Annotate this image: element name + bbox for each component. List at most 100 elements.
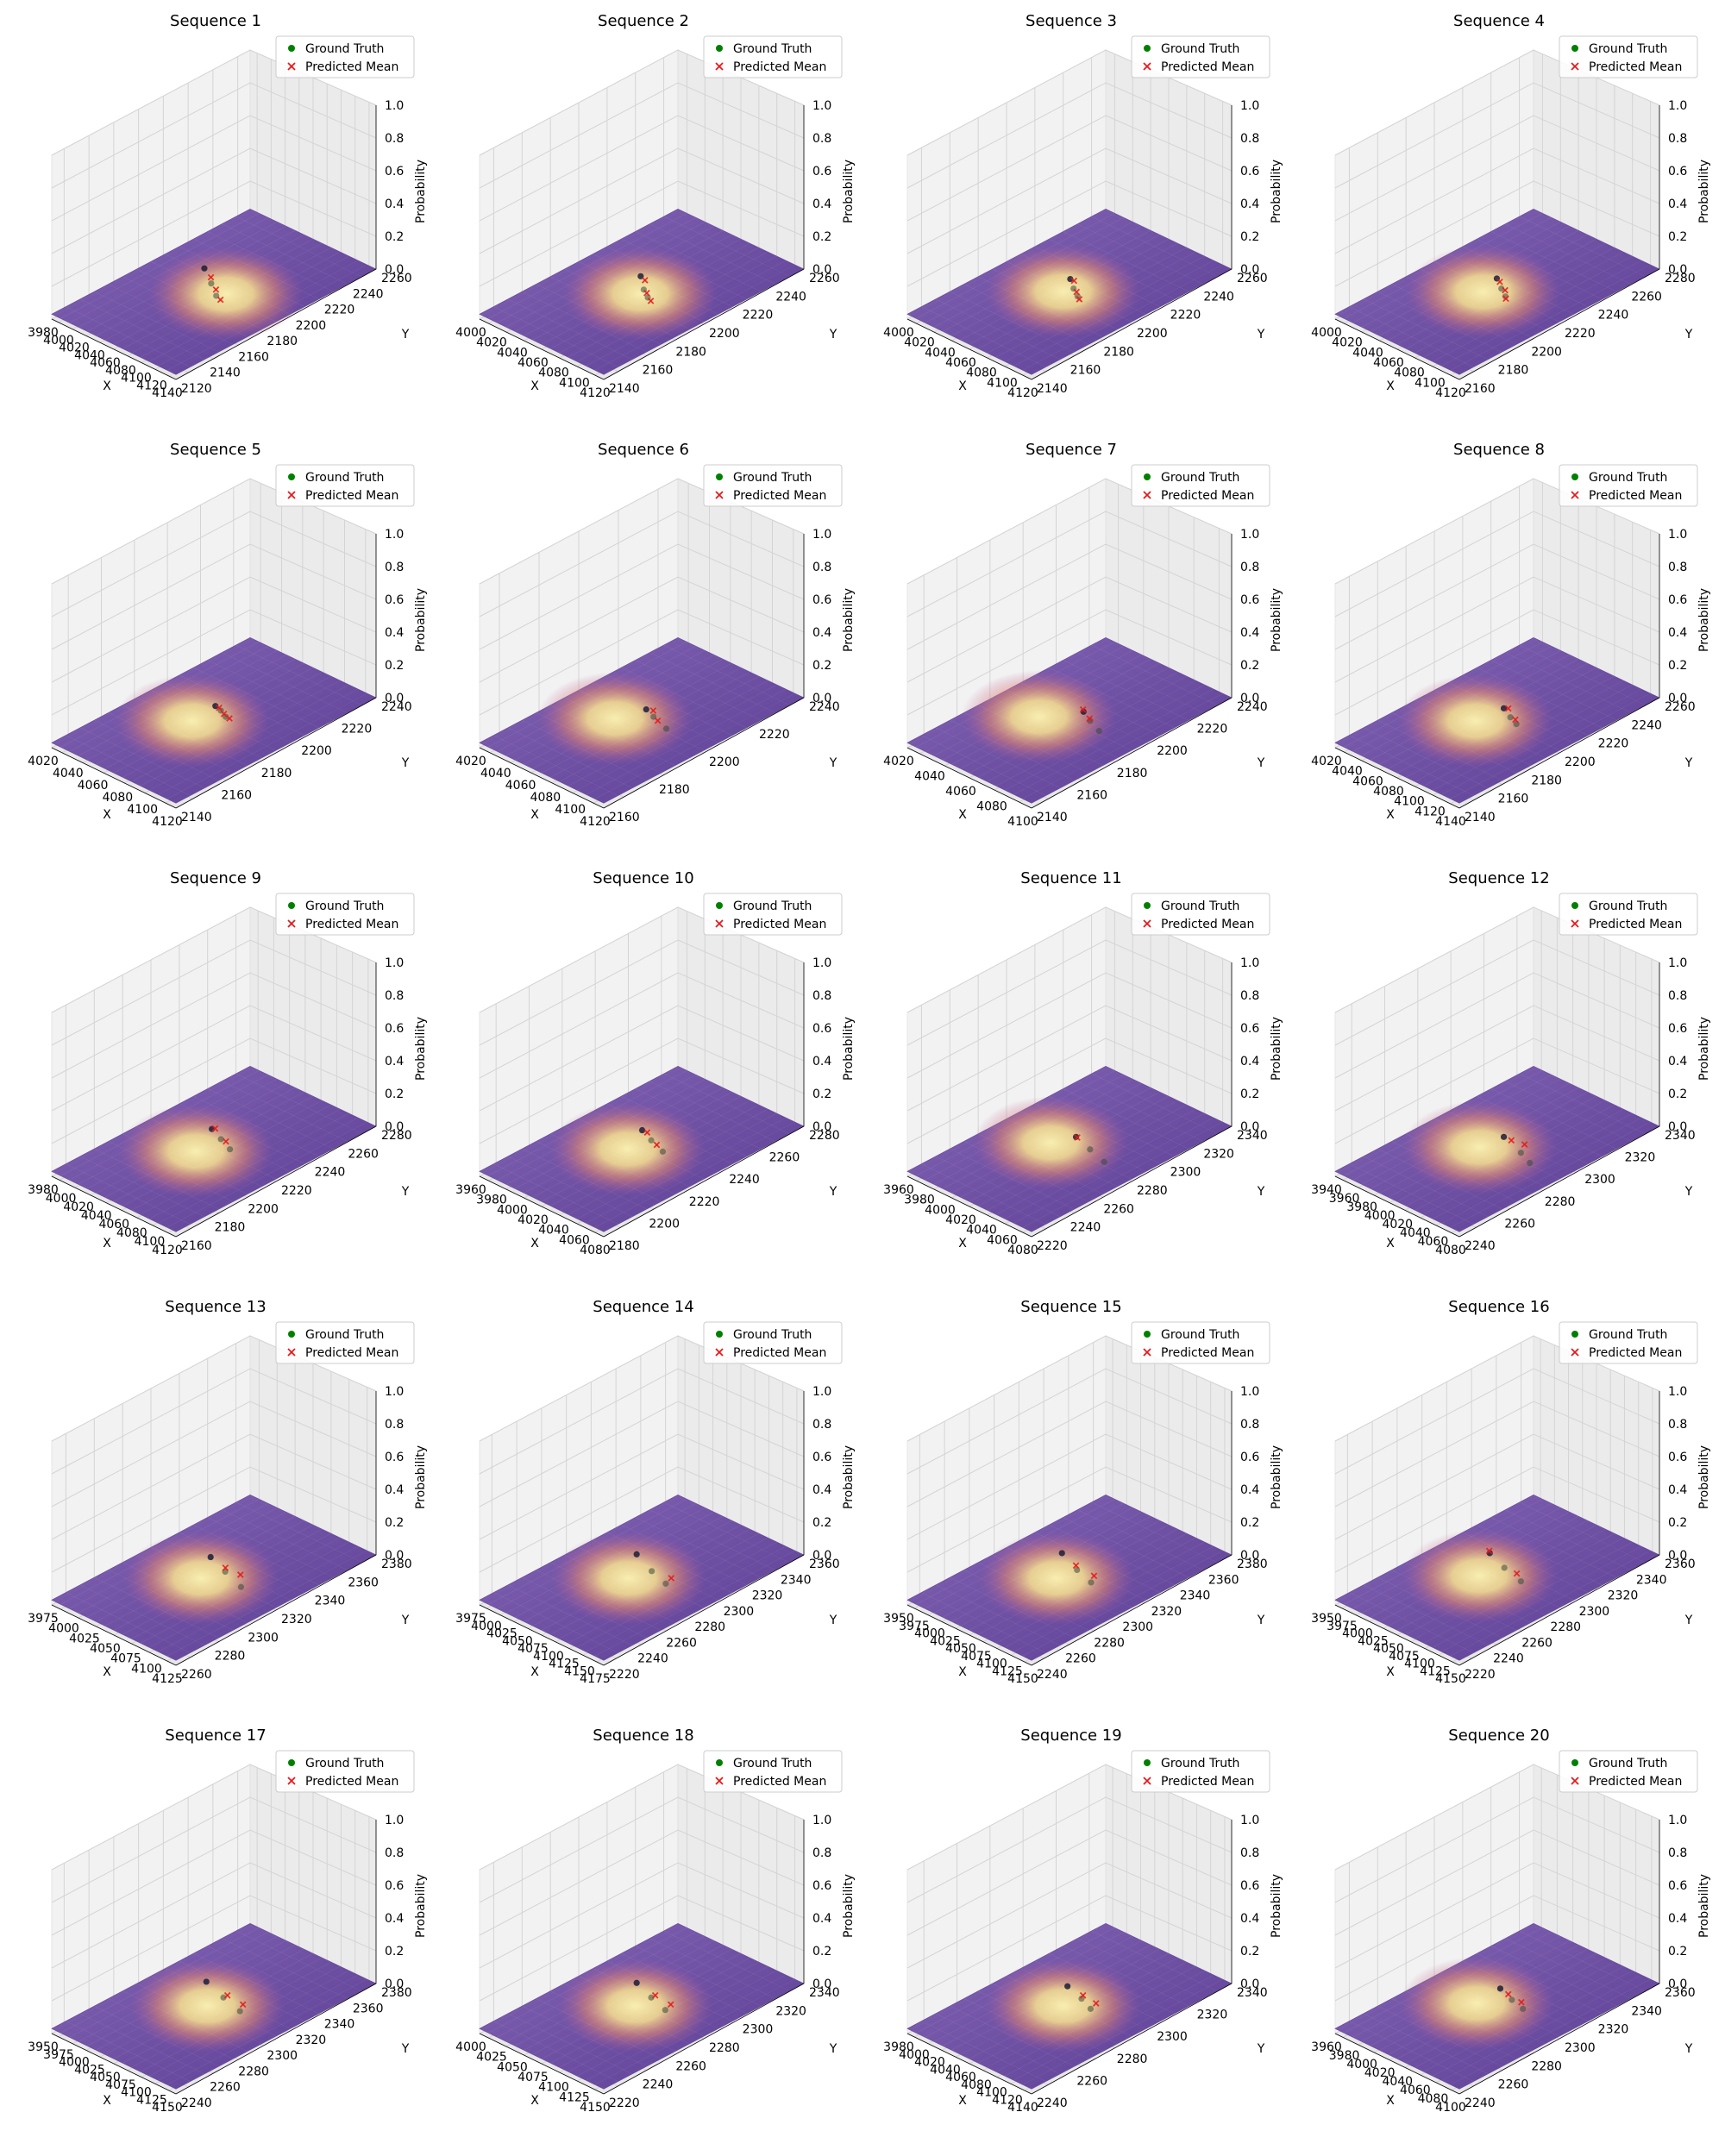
y-tick-label: 2320 (1203, 1147, 1234, 1161)
y-tick-label: 2220 (689, 1195, 720, 1209)
surface-peak (985, 1959, 1141, 2053)
y-tick-label: 2300 (248, 1631, 279, 1645)
x-tick-label: 4100 (1414, 376, 1446, 390)
y-tick-label: 2300 (1170, 1166, 1201, 1180)
subplot-20: 3960 3980 4000 4020 4040 4060 4080 4100 2240 2260… (1287, 1718, 1715, 2147)
z-tick-label: 0.4 (1668, 197, 1687, 211)
y-tick-label: 2280 (1550, 1620, 1581, 1634)
x-axis-label: X (958, 379, 967, 393)
subplot-title: Sequence 6 (598, 441, 689, 459)
legend: Ground Truth Predicted Mean (275, 893, 415, 936)
legend-predicted-mean-label: Predicted Mean (1161, 1775, 1254, 1789)
predicted-mean-point (1086, 715, 1094, 723)
x-tick-label: 4040 (74, 348, 105, 362)
y-axis-label: Y (1257, 1185, 1265, 1199)
y-tick-label: 2180 (1531, 774, 1562, 787)
z-tick-label: 0.2 (385, 230, 404, 244)
legend-predicted-mean-marker (1571, 62, 1579, 71)
subplot-title: Sequence 14 (593, 1298, 693, 1316)
y-tick-label: 2220 (342, 723, 373, 736)
subplot-title: Sequence 12 (1448, 869, 1549, 887)
x-tick-label: 4150 (1435, 1672, 1466, 1686)
z-axis-label: Probability (1270, 1874, 1283, 1938)
y-tick-label: 2260 (1631, 290, 1662, 304)
z-tick-label: 0.0 (1668, 1977, 1687, 1991)
y-axis-label: Y (1684, 756, 1693, 770)
x-tick-label: 4060 (559, 1233, 590, 1247)
y-axis-label: Y (401, 756, 410, 770)
x-tick-label: 4020 (476, 336, 507, 350)
y-tick-label: 2220 (324, 304, 355, 317)
subplot-6: 4020 4040 4060 4080 4100 4120 2160 2180 2200 2220… (431, 432, 859, 861)
y-axis-label: Y (401, 1185, 410, 1199)
z-tick-label: 1.0 (1668, 1814, 1687, 1827)
ground-truth-point (1064, 1983, 1071, 1990)
y-tick-label: 2360 (348, 1576, 379, 1589)
x-tick-label: 4000 (914, 1627, 945, 1641)
subplot-title: Sequence 5 (170, 441, 261, 459)
y-tick-label: 2180 (609, 1239, 640, 1253)
x-tick-label: 4100 (121, 372, 152, 385)
x-tick-label: 4100 (1404, 1658, 1435, 1671)
x-tick-label: 4080 (105, 364, 136, 378)
y-tick-label: 2240 (181, 2096, 212, 2110)
z-axis-label: Probability (1270, 588, 1283, 652)
y-tick-label: 2180 (1498, 364, 1529, 378)
z-tick-label: 1.0 (812, 1385, 831, 1399)
legend-ground-truth-label: Ground Truth (1161, 1757, 1239, 1771)
x-tick-label: 4025 (930, 1634, 961, 1648)
x-tick-label: 4080 (976, 800, 1007, 814)
y-tick-label: 2240 (643, 2078, 674, 2092)
x-tick-label: 4060 (98, 1218, 129, 1232)
legend-ground-truth-marker (1144, 1759, 1151, 1766)
legend-ground-truth-marker (288, 45, 295, 52)
legend-predicted-mean-label: Predicted Mean (1589, 1346, 1682, 1360)
y-tick-label: 2260 (1665, 700, 1696, 714)
x-tick-label: 3980 (904, 1194, 935, 1207)
x-tick-label: 4060 (1373, 356, 1404, 370)
x-tick-label: 4000 (899, 2048, 930, 2062)
y-tick-label: 2280 (1545, 1195, 1576, 1209)
y-tick-label: 2380 (381, 1986, 412, 2000)
x-tick-label: 4120 (992, 2093, 1023, 2107)
surface-mesh (916, 1927, 1223, 2085)
predicted-mean-point (1073, 288, 1081, 296)
legend-ground-truth-marker (1144, 1331, 1151, 1338)
y-tick-label: 2320 (1151, 1605, 1182, 1619)
z-tick-label: 1.0 (812, 99, 831, 113)
legend-predicted-mean-marker (1143, 919, 1151, 928)
y-tick-label: 2340 (1237, 1986, 1268, 2000)
z-tick-label: 0.4 (812, 197, 831, 211)
y-axis-label: Y (829, 1185, 837, 1199)
predicted-mean-point (1079, 1991, 1087, 1999)
y-tick-label: 2200 (1157, 744, 1188, 758)
x-tick-label: 4020 (1364, 2066, 1396, 2080)
z-tick-label: 0.6 (812, 593, 831, 607)
y-tick-label: 2260 (381, 272, 412, 285)
ground-truth-point (648, 1137, 655, 1144)
legend-predicted-mean-label: Predicted Mean (1161, 1346, 1254, 1360)
legend-ground-truth-label: Ground Truth (733, 471, 812, 485)
x-tick-label: 4150 (564, 1664, 595, 1678)
z-tick-label: 0.2 (1240, 230, 1259, 244)
z-axis-label: Probability (1697, 1017, 1711, 1081)
x-tick-label: 4040 (1352, 346, 1383, 360)
legend: Ground Truth Predicted Mean (1559, 464, 1698, 507)
y-tick-label: 2320 (752, 1589, 783, 1603)
y-tick-label: 2240 (775, 290, 806, 304)
z-tick-label: 0.8 (812, 1418, 831, 1432)
x-tick-label: 4060 (518, 356, 549, 370)
x-tick-label: 4020 (883, 755, 914, 768)
x-axis-label: X (958, 2094, 967, 2108)
y-tick-label: 2260 (1065, 1652, 1096, 1666)
x-axis-label: X (530, 379, 539, 393)
subplot-8: 4020 4040 4060 4080 4100 4120 4140 2140 2160 2180… (1287, 432, 1715, 861)
subplot-title: Sequence 10 (593, 869, 693, 887)
predicted-mean-point (1485, 1547, 1493, 1555)
subplot-10: 3960 3980 4000 4020 4040 4060 4080 2180 2200 2220… (431, 861, 859, 1289)
x-axis-label: X (1386, 2094, 1395, 2108)
subplot-title: Sequence 7 (1026, 441, 1117, 459)
surface-mesh (1344, 1070, 1651, 1228)
predicted-mean-point (207, 273, 215, 281)
